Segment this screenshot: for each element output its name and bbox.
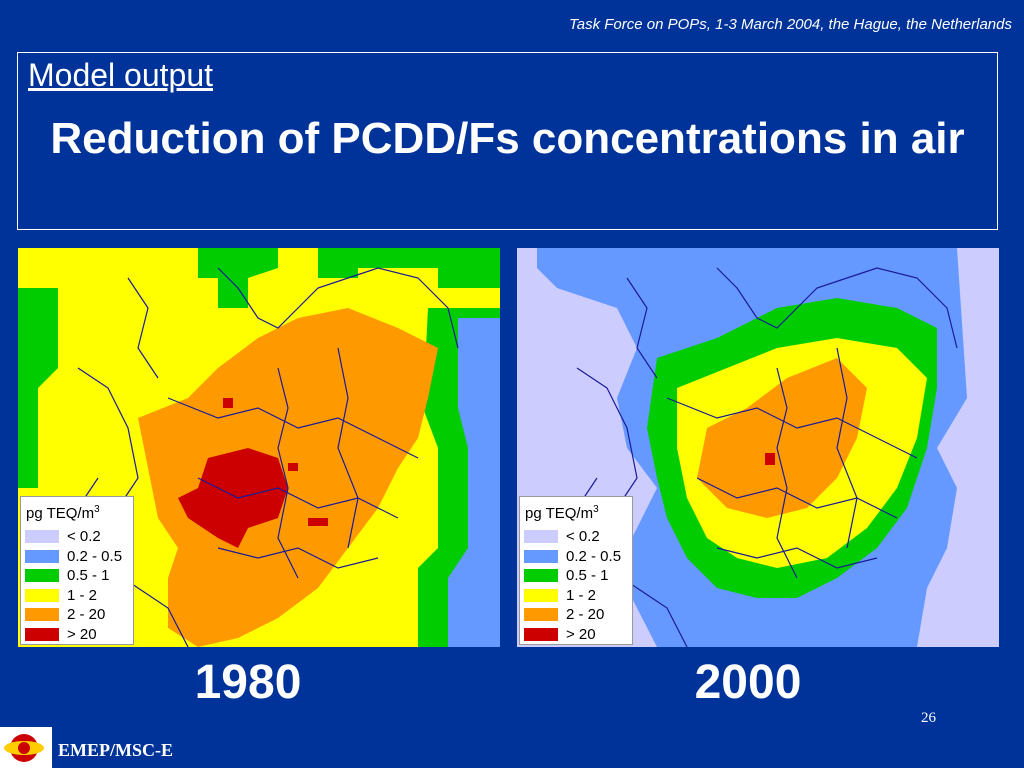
legend-item: 1 - 2 (25, 586, 129, 606)
legend-item: > 20 (524, 625, 628, 645)
map-2000: pg TEQ/m3 < 0.2 0.2 - 0.5 0.5 - 1 1 - 2 … (517, 248, 999, 647)
legend-swatch (25, 530, 59, 544)
legend-1980: pg TEQ/m3 < 0.2 0.2 - 0.5 0.5 - 1 1 - 2 … (20, 496, 134, 645)
header-note: Task Force on POPs, 1-3 March 2004, the … (568, 16, 1012, 33)
legend-swatch (25, 569, 59, 583)
year-label-2000: 2000 (694, 656, 802, 709)
legend-item: 0.5 - 1 (524, 566, 628, 586)
legend-title: pg TEQ/m3 (26, 504, 100, 522)
map-1980: pg TEQ/m3 < 0.2 0.2 - 0.5 0.5 - 1 1 - 2 … (18, 248, 500, 647)
legend-item: 1 - 2 (524, 586, 628, 606)
legend-item: 0.2 - 0.5 (25, 547, 129, 567)
legend-swatch (524, 608, 558, 622)
legend-item: 2 - 20 (524, 605, 628, 625)
footer-organization: EMEP/MSC-E (58, 740, 173, 760)
legend-swatch (25, 549, 59, 563)
page-number: 26 (921, 710, 936, 726)
legend-item: 2 - 20 (25, 605, 129, 625)
slide-title: Reduction of PCDD/Fs concentrations in a… (50, 114, 965, 163)
legend-swatch (524, 569, 558, 583)
legend-item: 0.2 - 0.5 (524, 547, 628, 567)
legend-swatch (524, 549, 558, 563)
section-label: Model output (28, 57, 214, 93)
legend-2000: pg TEQ/m3 < 0.2 0.2 - 0.5 0.5 - 1 1 - 2 … (519, 496, 633, 645)
year-label-1980: 1980 (194, 656, 302, 709)
legend-swatch (524, 588, 558, 602)
map-2000-image (517, 248, 999, 647)
legend-swatch (25, 608, 59, 622)
legend-item: > 20 (25, 625, 129, 645)
legend-item: 0.5 - 1 (25, 566, 129, 586)
legend-swatch (25, 588, 59, 602)
legend-item: < 0.2 (524, 527, 628, 547)
legend-swatch (524, 530, 558, 544)
legend-item: < 0.2 (25, 527, 129, 547)
title-box: Model output Reduction of PCDD/Fs concen… (17, 52, 998, 230)
legend-swatch (25, 627, 59, 641)
msce-logo-icon (0, 727, 52, 768)
legend-title: pg TEQ/m3 (525, 504, 599, 522)
legend-swatch (524, 627, 558, 641)
